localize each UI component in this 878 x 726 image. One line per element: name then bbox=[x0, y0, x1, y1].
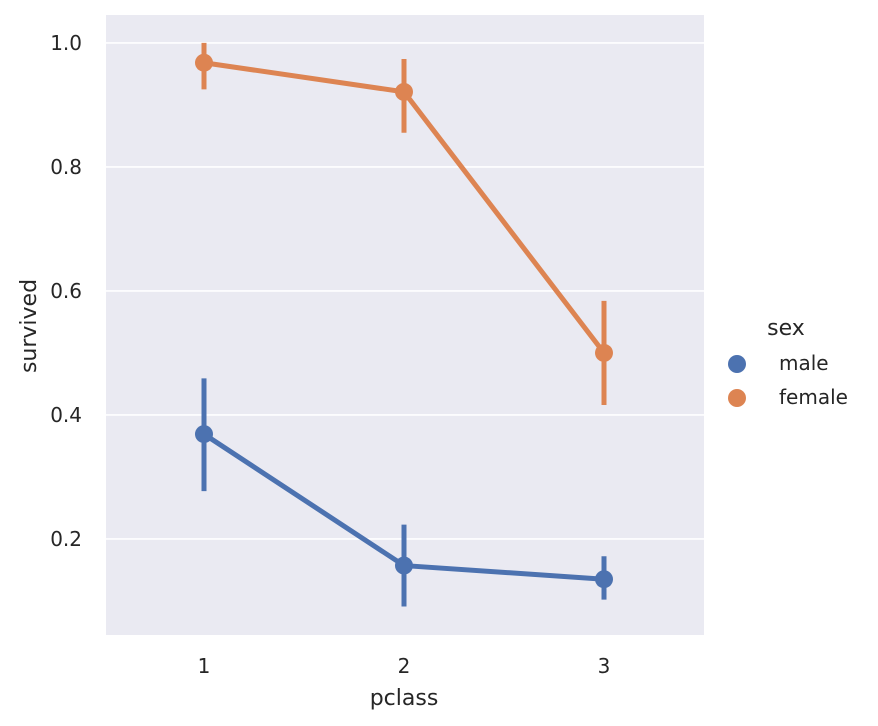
y-axis-label: survived bbox=[17, 279, 42, 373]
x-tick-label: 1 bbox=[198, 654, 211, 678]
data-point-female-1 bbox=[195, 53, 213, 72]
x-tick-label: 2 bbox=[398, 654, 411, 678]
legend-marker-male bbox=[728, 355, 746, 373]
data-point-female-2 bbox=[395, 82, 413, 101]
y-tick-label: 0.4 bbox=[50, 403, 82, 427]
legend-label-female: female bbox=[779, 385, 848, 409]
data-point-female-3 bbox=[595, 343, 613, 362]
data-point-male-3 bbox=[595, 570, 613, 589]
x-axis-ticks: 1 2 3 bbox=[198, 654, 611, 678]
y-tick-label: 1.0 bbox=[50, 31, 82, 55]
series-male bbox=[195, 378, 613, 607]
series-layer bbox=[195, 42, 613, 607]
y-tick-label: 0.6 bbox=[50, 279, 82, 303]
data-point-male-1 bbox=[195, 425, 213, 444]
x-axis-label: pclass bbox=[370, 686, 439, 711]
legend: sex male female bbox=[728, 316, 848, 409]
series-female bbox=[195, 42, 613, 405]
legend-title: sex bbox=[767, 316, 805, 341]
legend-marker-female bbox=[728, 389, 746, 407]
legend-label-male: male bbox=[779, 351, 829, 375]
x-tick-label: 3 bbox=[598, 654, 611, 678]
y-axis-ticks: 0.2 0.4 0.6 0.8 1.0 bbox=[50, 31, 82, 551]
y-tick-label: 0.2 bbox=[50, 527, 82, 551]
y-tick-label: 0.8 bbox=[50, 155, 82, 179]
data-point-male-2 bbox=[395, 556, 413, 575]
